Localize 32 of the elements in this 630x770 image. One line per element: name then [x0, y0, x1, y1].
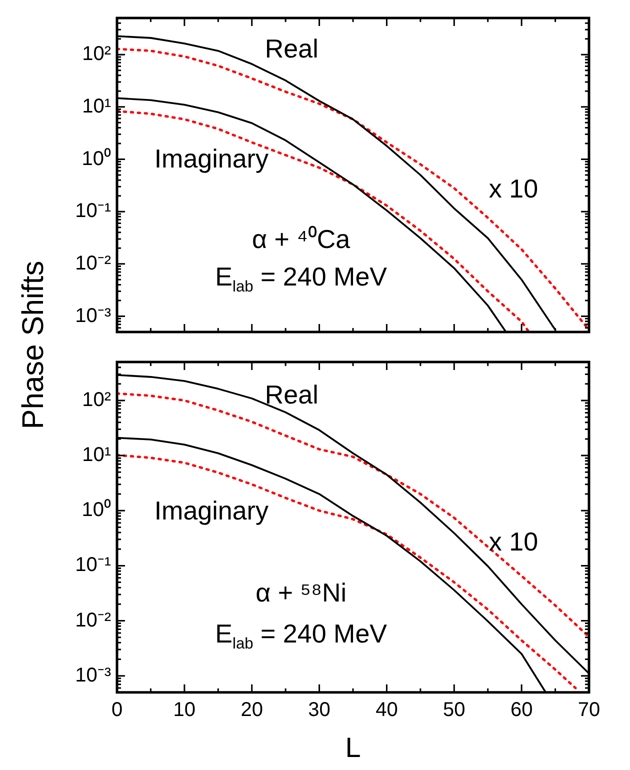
- annotation: Imaginary: [154, 495, 268, 526]
- annotation: x 10: [488, 526, 538, 558]
- x-axis-title: L: [345, 732, 361, 763]
- annotation: Real: [264, 380, 318, 411]
- x-tick-label: 60: [510, 698, 533, 721]
- annotation: Imaginary: [154, 144, 268, 175]
- annotation: α + ⁵⁸Ni: [256, 578, 347, 609]
- y-tick-label: 10²: [82, 389, 112, 412]
- annotation: x 10: [488, 174, 538, 205]
- y-tick-label: 10¹: [82, 95, 112, 118]
- annotation: E$_{lab}$ = 240 MeV: [215, 261, 388, 296]
- y-tick-label: 10⁻³: [75, 304, 112, 327]
- y-tick-label: 10⁻³: [75, 664, 112, 686]
- x-tick-label: 70: [578, 698, 600, 721]
- x-tick-label: 30: [308, 698, 330, 721]
- annotation: α + ⁴⁰Ca: [252, 222, 350, 256]
- annotation: E$_{lab}$ = 240 MeV: [215, 618, 388, 654]
- y-tick-label: 10⁻¹: [75, 200, 112, 222]
- y-tick-label: 10⁻²: [75, 252, 112, 274]
- y-tick-label: 10⁻¹: [75, 554, 112, 576]
- y-tick-label: 10⁰: [82, 498, 111, 522]
- x-tick-label: 40: [376, 698, 398, 721]
- x-tick-label: 20: [240, 698, 263, 721]
- y-tick-label: 10¹: [82, 444, 112, 466]
- x-tick-label: 10: [173, 698, 196, 721]
- y-tick-label: 10²: [82, 43, 112, 66]
- y-tick-label: 10⁻²: [75, 609, 112, 632]
- annotation: Real: [264, 34, 318, 65]
- x-tick-label: 0: [111, 698, 123, 721]
- y-axis-title: Phase Shifts: [17, 260, 51, 430]
- y-tick-label: 10⁰: [82, 146, 111, 170]
- x-tick-label: 50: [443, 698, 466, 721]
